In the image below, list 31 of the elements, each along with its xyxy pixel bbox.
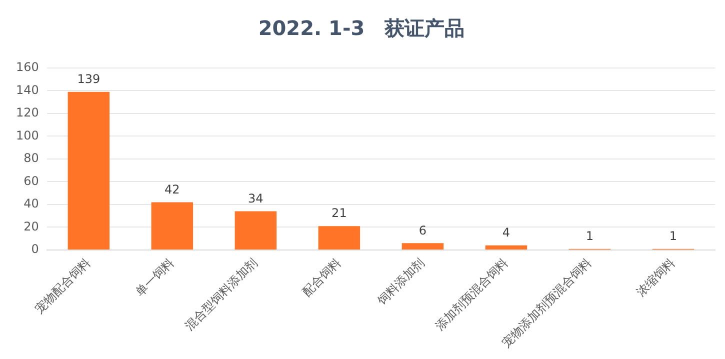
data-label: 21: [332, 206, 347, 220]
x-tick-label: 饲料添加剂: [374, 255, 428, 309]
data-label: 139: [77, 72, 100, 86]
y-tick-label: 140: [16, 82, 39, 97]
data-label: 4: [502, 226, 510, 240]
x-tick-label: 宠物配合饲料: [32, 255, 93, 316]
x-tick-label: 添加剂预混合饲料: [432, 255, 511, 334]
chart-title: 2022. 1-3 获证产品: [258, 16, 465, 40]
x-tick-label: 单一饲料: [132, 255, 177, 300]
y-tick-label: 0: [31, 242, 39, 256]
data-label: 6: [418, 223, 427, 238]
bar: [151, 202, 194, 250]
y-tick-label: 160: [16, 60, 39, 74]
y-tick-label: 120: [16, 106, 39, 120]
data-label: 34: [248, 191, 264, 206]
data-label: 1: [669, 228, 678, 243]
x-tick-label: 混合型饲料添加剂: [182, 255, 260, 334]
bar: [485, 245, 528, 250]
y-tick-label: 80: [24, 151, 39, 166]
y-tick-label: 60: [24, 174, 39, 188]
y-tick-label: 100: [16, 128, 39, 142]
y-tick-label: 40: [24, 196, 39, 211]
bar: [318, 226, 360, 250]
x-tick-label: 配合饲料: [300, 255, 344, 300]
y-tick-label: 20: [24, 219, 39, 234]
bar: [402, 243, 444, 250]
bar: [234, 211, 277, 250]
data-label: 1: [586, 228, 594, 243]
x-tick-label: 浓缩饲料: [634, 255, 678, 300]
data-label: 42: [164, 182, 180, 196]
bar: [68, 92, 110, 250]
